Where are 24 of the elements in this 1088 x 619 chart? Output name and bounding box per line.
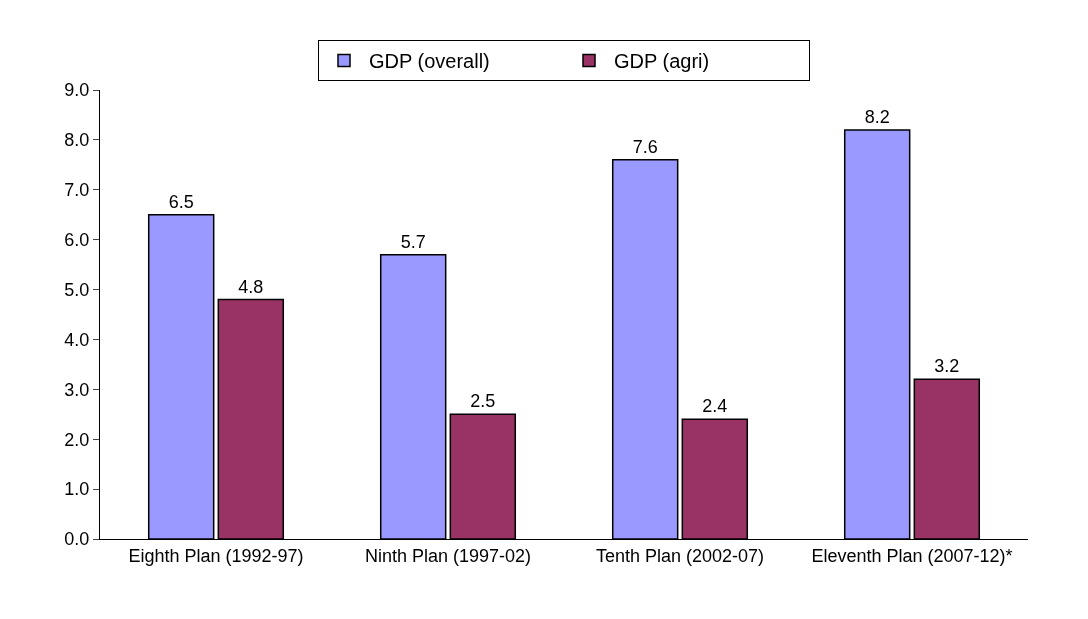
data-label: 5.7 [400,231,426,252]
data-label: 6.5 [168,191,194,212]
x-tick-label: Eighth Plan (1992-97) [128,545,304,566]
data-label: 2.4 [702,396,728,417]
y-tick-label: 1.0 [64,479,90,500]
x-tick-label: Tenth Plan (2002-07) [595,545,765,566]
y-tick-label: 2.0 [64,429,90,450]
y-tick-label: 9.0 [64,80,90,101]
y-tick-label: 6.0 [64,229,90,250]
x-tick-label: Ninth Plan (1997-02) [364,545,532,566]
y-tick-label: 5.0 [64,279,90,300]
legend-label: GDP (overall) [369,50,490,73]
x-tick-label: Eleventh Plan (2007-12)* [811,545,1013,566]
data-label: 3.2 [934,356,960,377]
y-tick-label: 7.0 [64,180,90,201]
y-tick-label: 0.0 [64,529,90,550]
data-label: 2.5 [470,391,496,412]
y-tick-label: 3.0 [64,379,90,400]
data-label: 8.2 [864,106,890,127]
y-tick-label: 8.0 [64,130,90,151]
data-label: 4.8 [238,276,264,297]
legend-label: GDP (agri) [614,50,710,73]
data-label: 7.6 [632,136,658,157]
y-tick-label: 4.0 [64,329,90,350]
